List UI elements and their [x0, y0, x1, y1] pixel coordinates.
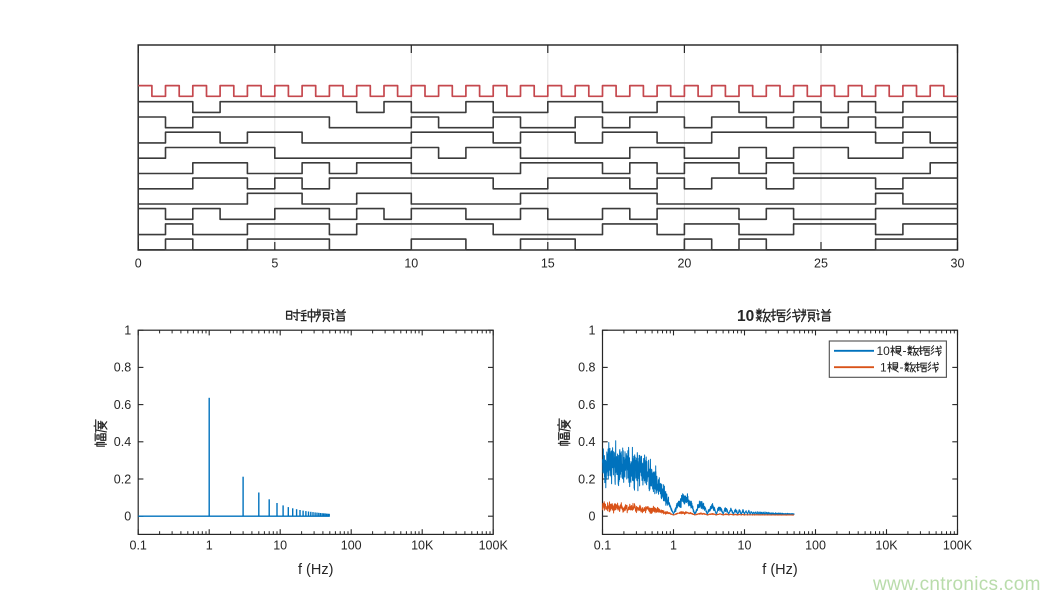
svg-text:100K: 100K: [943, 539, 973, 553]
svg-text:0: 0: [124, 510, 131, 524]
svg-text:www.cntronics.com: www.cntronics.com: [872, 574, 1041, 595]
svg-text:20: 20: [677, 257, 691, 271]
svg-text:25: 25: [814, 257, 828, 271]
svg-text:f (Hz): f (Hz): [762, 562, 797, 578]
svg-text:10K: 10K: [411, 539, 434, 553]
svg-text:0: 0: [135, 257, 142, 271]
svg-text:0.6: 0.6: [578, 398, 595, 412]
svg-text:100K: 100K: [479, 539, 509, 553]
svg-text:0.8: 0.8: [578, 361, 595, 375]
svg-text:1: 1: [124, 324, 131, 338]
svg-text:-: -: [903, 344, 907, 358]
svg-text:15: 15: [541, 257, 555, 271]
svg-text:f (Hz): f (Hz): [298, 562, 333, 578]
svg-text:0.8: 0.8: [114, 361, 131, 375]
svg-text:0.1: 0.1: [130, 539, 147, 553]
svg-text:10K: 10K: [875, 539, 898, 553]
svg-text:0.1: 0.1: [594, 539, 611, 553]
svg-text:1: 1: [206, 539, 213, 553]
svg-text:30: 30: [951, 257, 965, 271]
svg-text:100: 100: [341, 539, 362, 553]
svg-text:1: 1: [670, 539, 677, 553]
svg-text:0.4: 0.4: [114, 435, 131, 449]
svg-text:1: 1: [880, 360, 887, 374]
svg-text:10: 10: [404, 257, 418, 271]
svg-text:100: 100: [805, 539, 826, 553]
svg-text:5: 5: [271, 257, 278, 271]
svg-text:0.6: 0.6: [114, 398, 131, 412]
svg-text:10: 10: [273, 539, 287, 553]
svg-text:0: 0: [589, 510, 596, 524]
svg-text:0.2: 0.2: [114, 472, 131, 486]
svg-text:10: 10: [877, 344, 891, 358]
svg-text:-: -: [900, 360, 904, 374]
svg-text:0.4: 0.4: [578, 435, 595, 449]
svg-text:10: 10: [738, 539, 752, 553]
svg-text:10: 10: [737, 308, 754, 325]
svg-text:1: 1: [589, 324, 596, 338]
svg-text:0.2: 0.2: [578, 472, 595, 486]
